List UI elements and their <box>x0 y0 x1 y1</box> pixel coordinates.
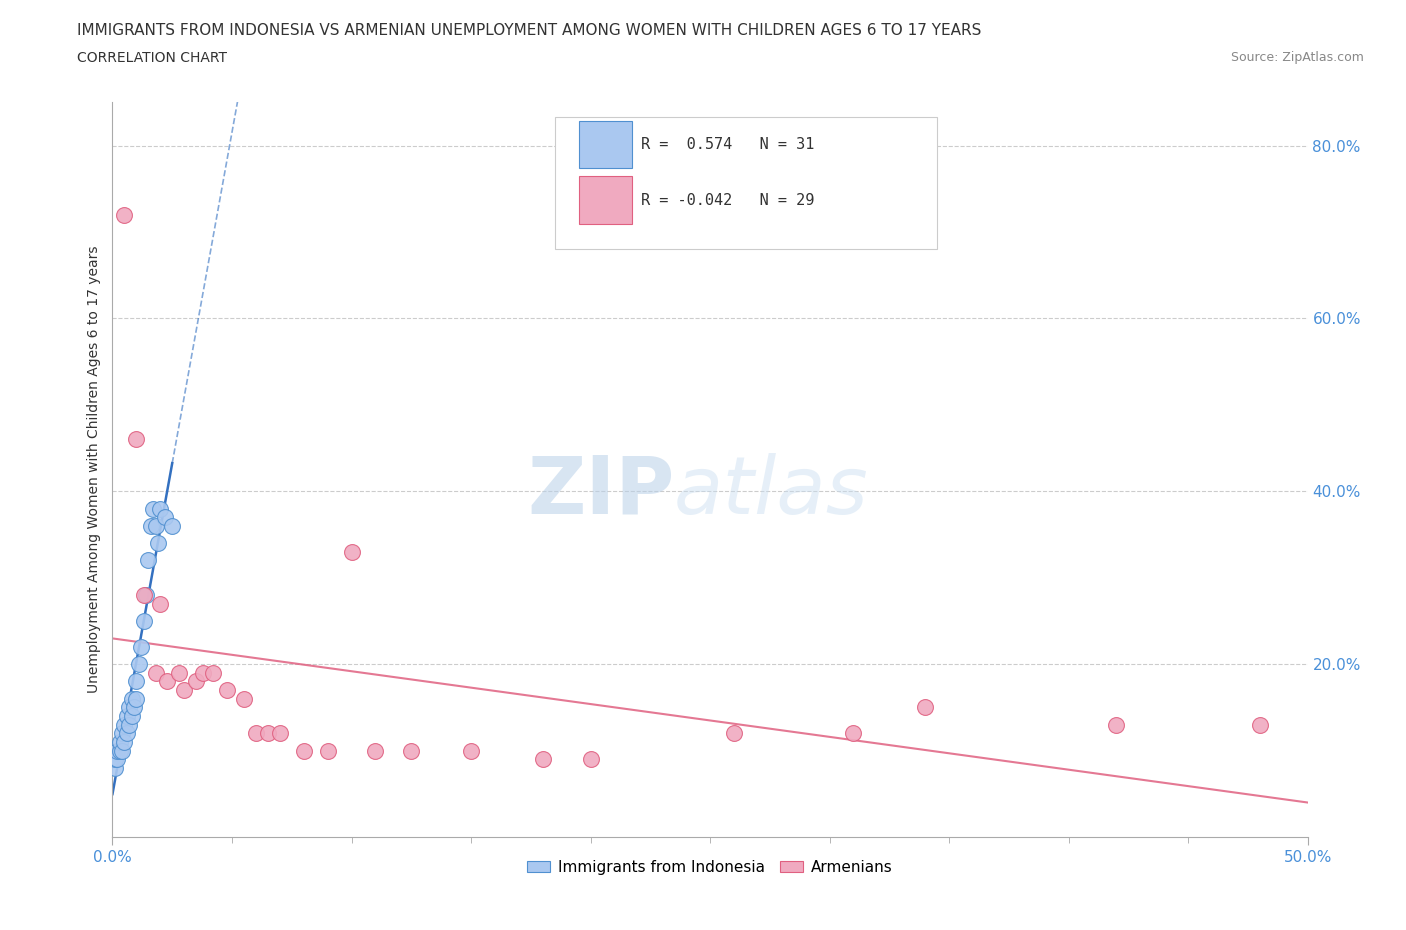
Point <box>364 743 387 758</box>
Point <box>105 751 128 766</box>
Point <box>460 743 482 758</box>
Point <box>125 432 148 446</box>
Point <box>156 674 179 689</box>
Point <box>114 735 135 750</box>
FancyBboxPatch shape <box>579 176 633 223</box>
Point <box>1105 717 1128 732</box>
Text: ZIP: ZIP <box>527 453 675 531</box>
Point <box>118 700 141 715</box>
Legend: Immigrants from Indonesia, Armenians: Immigrants from Indonesia, Armenians <box>522 854 898 881</box>
Point <box>579 751 602 766</box>
Point <box>104 751 127 766</box>
FancyBboxPatch shape <box>579 121 633 168</box>
Point <box>125 674 148 689</box>
Text: R =  0.574   N = 31: R = 0.574 N = 31 <box>641 137 814 152</box>
Point <box>132 614 155 629</box>
Point <box>114 207 135 222</box>
Point <box>132 588 155 603</box>
Point <box>531 751 554 766</box>
Point <box>169 665 191 680</box>
Point <box>292 743 315 758</box>
Point <box>1249 717 1271 732</box>
Point <box>121 691 143 706</box>
Point <box>257 725 280 740</box>
Point <box>128 657 150 671</box>
Point <box>153 510 176 525</box>
Point <box>114 717 135 732</box>
Point <box>401 743 423 758</box>
Point <box>138 553 160 568</box>
Point <box>111 743 134 758</box>
Point <box>118 717 141 732</box>
Point <box>201 665 224 680</box>
Point <box>269 725 291 740</box>
Point <box>842 725 865 740</box>
Point <box>723 725 745 740</box>
Point <box>146 536 169 551</box>
Point <box>173 683 195 698</box>
Point <box>104 761 127 776</box>
Point <box>186 674 208 689</box>
Point <box>111 725 134 740</box>
Point <box>316 743 339 758</box>
Text: atlas: atlas <box>675 453 869 531</box>
Text: IMMIGRANTS FROM INDONESIA VS ARMENIAN UNEMPLOYMENT AMONG WOMEN WITH CHILDREN AGE: IMMIGRANTS FROM INDONESIA VS ARMENIAN UN… <box>77 23 981 38</box>
Point <box>245 725 267 740</box>
Point <box>115 725 138 740</box>
Point <box>340 544 363 559</box>
Point <box>145 665 167 680</box>
Point <box>145 518 167 533</box>
Point <box>149 501 172 516</box>
Point <box>122 700 145 715</box>
Point <box>108 735 131 750</box>
Point <box>139 518 162 533</box>
Point <box>125 691 148 706</box>
FancyBboxPatch shape <box>554 117 938 249</box>
Text: CORRELATION CHART: CORRELATION CHART <box>77 51 228 65</box>
Text: R = -0.042   N = 29: R = -0.042 N = 29 <box>641 193 814 207</box>
Text: Source: ZipAtlas.com: Source: ZipAtlas.com <box>1230 51 1364 64</box>
Point <box>121 709 143 724</box>
Point <box>129 640 152 655</box>
Point <box>105 743 128 758</box>
Point <box>142 501 165 516</box>
Point <box>135 588 157 603</box>
Point <box>149 596 172 611</box>
Point <box>233 691 256 706</box>
Y-axis label: Unemployment Among Women with Children Ages 6 to 17 years: Unemployment Among Women with Children A… <box>87 246 101 694</box>
Point <box>914 700 936 715</box>
Point <box>115 709 138 724</box>
Point <box>162 518 183 533</box>
Point <box>108 743 131 758</box>
Point <box>193 665 215 680</box>
Point <box>217 683 239 698</box>
